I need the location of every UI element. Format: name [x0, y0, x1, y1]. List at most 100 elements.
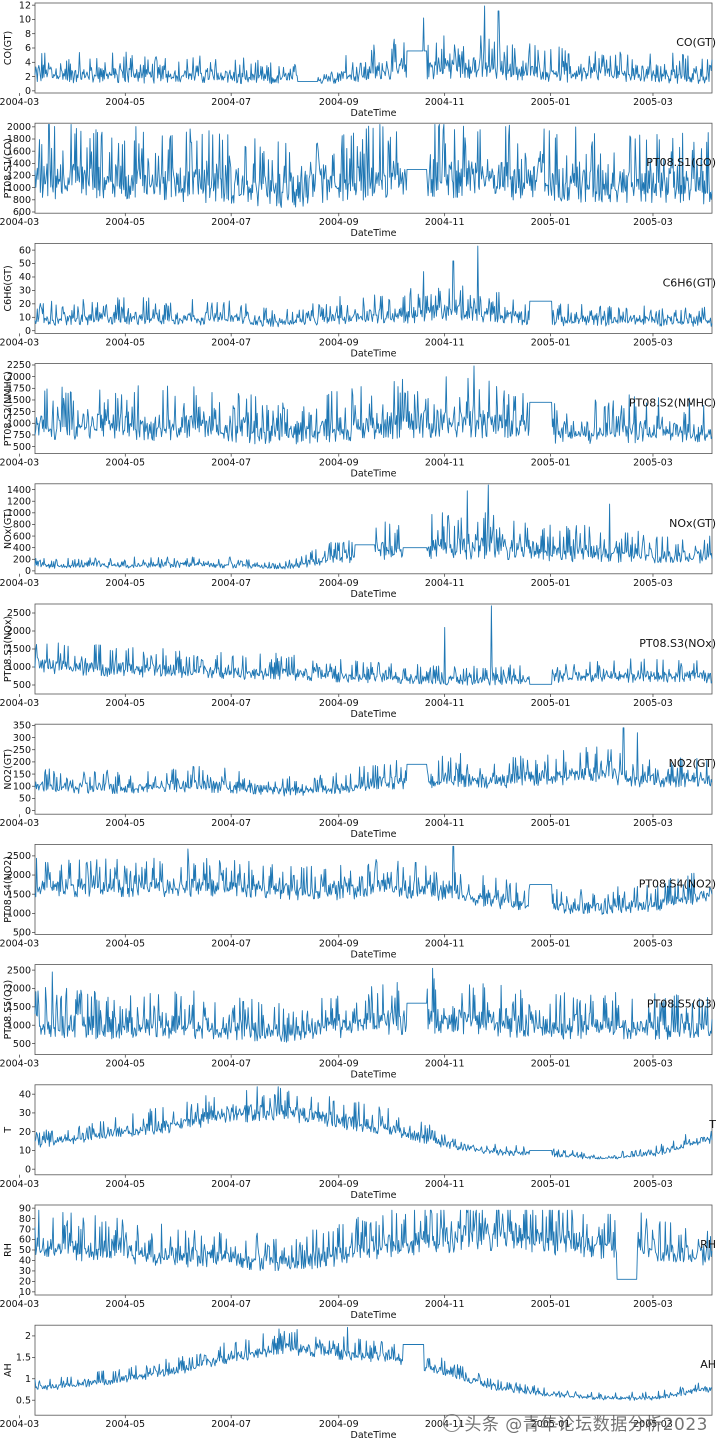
- y-tick-label: 1500: [7, 889, 31, 900]
- y-tick-label: 40: [19, 272, 31, 283]
- y-axis-label: NOx(GT): [3, 509, 14, 549]
- x-tick-label: 2004-09: [319, 1299, 359, 1310]
- x-tick-label: 2005-03: [633, 1419, 673, 1430]
- x-tick-label: 2005-03: [633, 1059, 673, 1070]
- x-tick-label: 2004-03: [0, 698, 39, 709]
- x-tick-label: 2004-05: [105, 458, 145, 469]
- x-tick-label: 2005-01: [531, 1059, 571, 1070]
- axes-frame: [34, 844, 713, 935]
- x-axis-label: DateTime: [351, 1070, 397, 1081]
- y-tick-label: 0: [25, 326, 31, 337]
- y-tick-label: 50: [19, 259, 31, 270]
- y-tick-label: 1400: [7, 485, 31, 496]
- x-tick-label: 2004-09: [319, 97, 359, 108]
- y-tick-label: 1750: [7, 384, 31, 395]
- y-tick-label: 2000: [7, 372, 31, 383]
- panel-title: C6H6(GT): [663, 276, 716, 289]
- y-tick-label: 1000: [7, 508, 31, 519]
- x-tick-label: 2005-01: [531, 938, 571, 949]
- axes-frame: [34, 603, 713, 695]
- x-axis-label: DateTime: [351, 228, 397, 239]
- x-tick-label: 2005-03: [633, 578, 673, 589]
- x-tick-label: 2004-03: [0, 578, 39, 589]
- x-axis-label: DateTime: [351, 108, 397, 119]
- series-line: [34, 845, 713, 915]
- y-tick-label: 100: [13, 781, 31, 792]
- x-tick-label: 2004-11: [425, 217, 465, 228]
- series-line: [34, 1209, 713, 1280]
- x-tick-label: 2005-01: [531, 217, 571, 228]
- y-tick-label: 400: [13, 543, 31, 554]
- y-tick-label: 250: [13, 745, 31, 756]
- x-tick-label: 2004-11: [425, 938, 465, 949]
- x-axis-label: DateTime: [351, 348, 397, 359]
- y-tick-label: 2000: [7, 122, 31, 133]
- x-tick-label: 2004-11: [425, 97, 465, 108]
- x-axis-label: DateTime: [351, 829, 397, 840]
- x-tick-label: 2004-03: [0, 1299, 39, 1310]
- x-tick-label: 2004-11: [425, 698, 465, 709]
- y-tick-label: 2: [25, 1331, 31, 1342]
- x-tick-label: 2004-09: [319, 337, 359, 348]
- y-tick-label: 90: [19, 1203, 31, 1214]
- x-tick-label: 2004-07: [211, 97, 251, 108]
- x-tick-label: 2005-01: [531, 1419, 571, 1430]
- panel-title: PT08.S1(CO): [646, 156, 716, 169]
- x-tick-label: 2004-11: [425, 818, 465, 829]
- y-tick-label: 1500: [7, 395, 31, 406]
- y-tick-label: 30: [19, 1266, 31, 1277]
- series-line: [34, 123, 713, 208]
- x-axis-label: DateTime: [351, 1190, 397, 1201]
- y-axis-label: PT08.S2(NMHC): [3, 371, 14, 446]
- y-tick-label: 10: [19, 1287, 31, 1298]
- y-tick-label: 200: [13, 554, 31, 565]
- x-tick-label: 2004-05: [105, 97, 145, 108]
- y-tick-label: 10: [19, 15, 31, 26]
- y-tick-label: 0: [25, 566, 31, 577]
- y-axis-label: C6H6(GT): [3, 265, 14, 311]
- x-axis-label: DateTime: [351, 589, 397, 600]
- y-tick-label: 20: [19, 1127, 31, 1138]
- x-tick-label: 2004-05: [105, 578, 145, 589]
- y-tick-label: 1400: [7, 159, 31, 170]
- x-tick-label: 2005-03: [633, 1299, 673, 1310]
- y-tick-label: 50: [19, 1245, 31, 1256]
- x-tick-label: 2004-11: [425, 1059, 465, 1070]
- x-tick-label: 2004-07: [211, 818, 251, 829]
- panel-9: 0 10 20 30 40 T 2004-03 2004-05 2004-07 2004-09 20…: [0, 1084, 716, 1201]
- panel-title: AH: [700, 1358, 716, 1371]
- series-line: [34, 245, 713, 328]
- x-tick-label: 2005-01: [531, 818, 571, 829]
- y-tick-label: 50: [19, 794, 31, 805]
- x-tick-label: 2004-03: [0, 458, 39, 469]
- watermark-icon: [443, 1414, 462, 1432]
- y-axis-label: NO2(GT): [3, 749, 14, 790]
- x-tick-label: 2004-09: [319, 938, 359, 949]
- y-tick-label: 30: [19, 1108, 31, 1119]
- y-tick-label: 2500: [7, 608, 31, 619]
- x-tick-label: 2004-05: [105, 1059, 145, 1070]
- x-tick-label: 2004-09: [319, 217, 359, 228]
- y-tick-label: 12: [19, 0, 31, 11]
- y-tick-label: 30: [19, 286, 31, 297]
- y-tick-label: 1000: [7, 183, 31, 194]
- x-tick-label: 2004-11: [425, 458, 465, 469]
- y-tick-label: 2: [25, 72, 31, 83]
- axes-frame: [34, 122, 713, 214]
- x-tick-label: 2004-03: [0, 1059, 39, 1070]
- x-tick-label: 2004-03: [0, 938, 39, 949]
- x-tick-label: 2004-07: [211, 1299, 251, 1310]
- series-line: [34, 967, 713, 1043]
- panel-8: 500 1000 1500 2000 2500 PT08.S5(O3) 2004-03 200…: [0, 964, 716, 1081]
- x-tick-label: 2004-05: [105, 337, 145, 348]
- y-tick-label: 4: [25, 57, 31, 68]
- panel-0: 0 2 4 6 8 10 12 CO(GT) 2004-03 2004-05 2004-07 2004…: [0, 0, 716, 119]
- x-tick-label: 2004-07: [211, 1179, 251, 1190]
- y-tick-label: 350: [13, 721, 31, 732]
- x-tick-label: 2004-07: [211, 578, 251, 589]
- y-tick-label: 1200: [7, 171, 31, 182]
- x-tick-label: 2004-05: [105, 1419, 145, 1430]
- x-tick-label: 2004-09: [319, 818, 359, 829]
